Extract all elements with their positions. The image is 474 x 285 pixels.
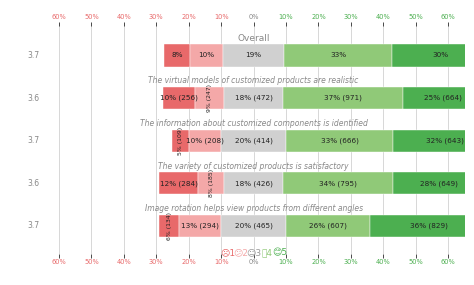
Bar (163, 87, 195, 109)
Text: 6% (134): 6% (134) (167, 212, 172, 240)
Text: 3.7: 3.7 (27, 221, 39, 231)
Text: 19%: 19% (246, 52, 262, 58)
Bar (159, 172, 199, 194)
Bar (283, 87, 403, 109)
Bar (221, 130, 286, 152)
Text: 9% (247): 9% (247) (207, 84, 212, 112)
Text: 20% (414): 20% (414) (235, 137, 273, 144)
Text: 😕2: 😕2 (233, 248, 248, 257)
Text: The variety of customized products is satisfactory: The variety of customized products is sa… (158, 162, 349, 170)
Bar (393, 172, 474, 194)
Text: 3.6: 3.6 (27, 93, 39, 103)
Text: 13% (294): 13% (294) (181, 223, 219, 229)
Bar (164, 44, 190, 67)
Text: The information about customized components is identified: The information about customized compone… (140, 119, 367, 128)
Text: 33% (666): 33% (666) (320, 137, 358, 144)
Text: 10% (256): 10% (256) (160, 95, 198, 101)
Text: 30%: 30% (432, 52, 448, 58)
Text: 36% (829): 36% (829) (410, 223, 448, 229)
Text: 26% (607): 26% (607) (310, 223, 347, 229)
Text: 25% (664): 25% (664) (425, 95, 462, 101)
Bar (393, 130, 474, 152)
Text: 3.7: 3.7 (27, 51, 39, 60)
Bar (403, 87, 474, 109)
Bar (195, 87, 224, 109)
Bar (370, 215, 474, 237)
Text: 12% (284): 12% (284) (160, 180, 198, 187)
Text: The virtual models of customized products are realistic: The virtual models of customized product… (148, 76, 359, 85)
Bar (283, 172, 393, 194)
Text: 34% (795): 34% (795) (319, 180, 357, 187)
Text: 10%: 10% (199, 52, 215, 58)
Bar (223, 44, 284, 67)
Bar (224, 172, 283, 194)
Text: 33%: 33% (330, 52, 346, 58)
Bar (173, 130, 189, 152)
Text: Overall: Overall (237, 34, 270, 43)
Text: 18% (426): 18% (426) (235, 180, 273, 187)
Text: 20% (465): 20% (465) (235, 223, 273, 229)
Bar (392, 44, 474, 67)
Bar (286, 215, 370, 237)
Bar (199, 172, 224, 194)
Text: 37% (971): 37% (971) (324, 95, 362, 101)
Text: 8%: 8% (172, 52, 183, 58)
Bar (189, 130, 221, 152)
Bar (159, 215, 179, 237)
Text: 5% (109): 5% (109) (178, 127, 183, 155)
Text: 28% (649): 28% (649) (419, 180, 457, 187)
Bar (221, 215, 286, 237)
Bar (179, 215, 221, 237)
Text: 18% (472): 18% (472) (235, 95, 273, 101)
Bar (286, 130, 393, 152)
Text: 32% (643): 32% (643) (426, 137, 464, 144)
Text: 😊5: 😊5 (272, 248, 287, 257)
Text: Image rotation helps view products from different angles: Image rotation helps view products from … (145, 204, 363, 213)
Text: 🙂4: 🙂4 (261, 248, 272, 257)
Text: 😐3: 😐3 (246, 248, 261, 257)
Bar (284, 44, 392, 67)
Text: 8% (185): 8% (185) (209, 169, 214, 198)
Bar (224, 87, 283, 109)
Bar (190, 44, 223, 67)
Text: 3.6: 3.6 (27, 179, 39, 188)
Text: ☹1: ☹1 (220, 248, 235, 257)
Text: 10% (208): 10% (208) (186, 137, 224, 144)
Text: 3.7: 3.7 (27, 136, 39, 145)
